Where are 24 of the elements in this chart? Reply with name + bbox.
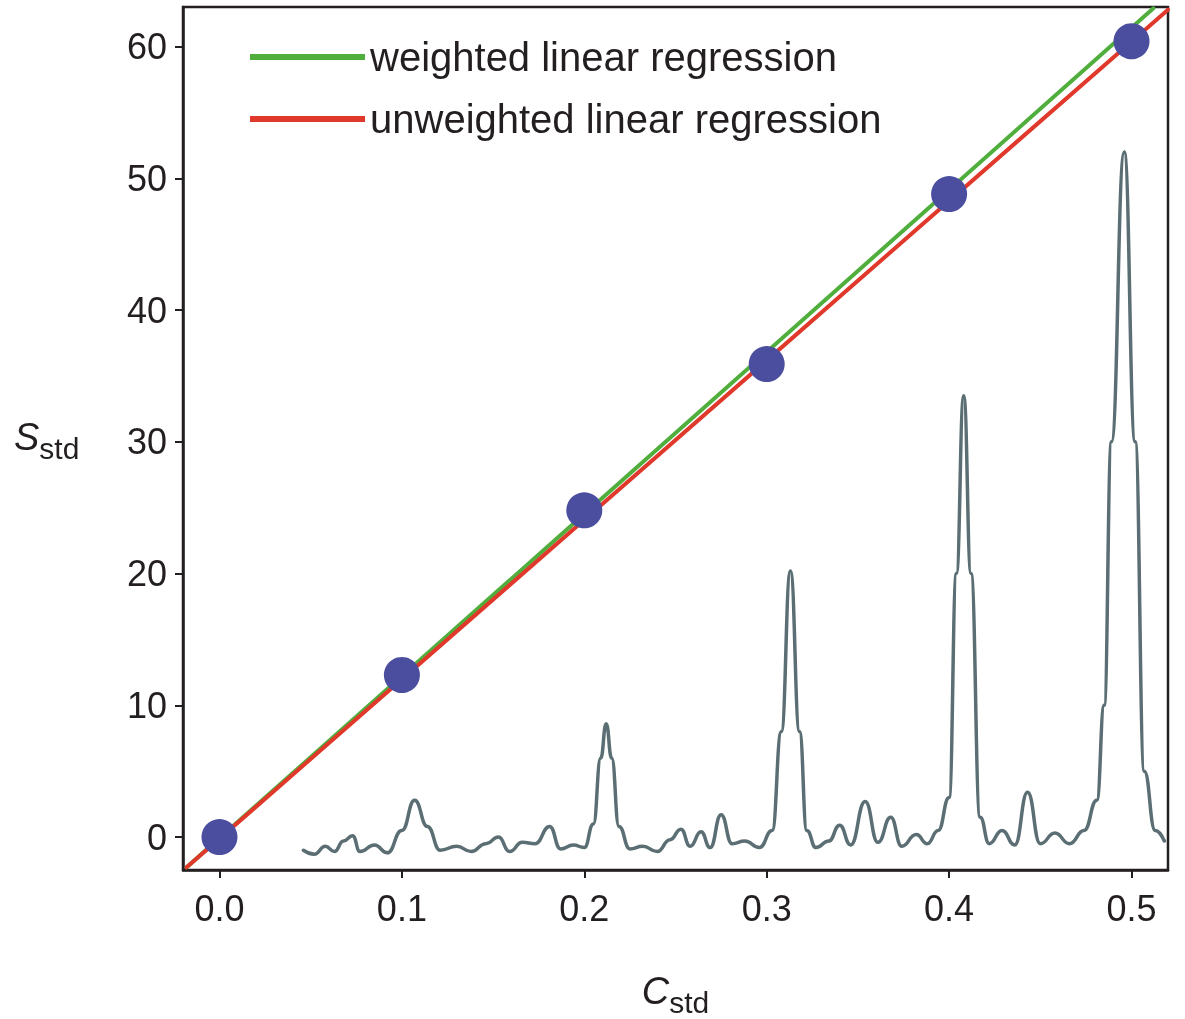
point: [566, 492, 603, 529]
y-tick-label: 50: [126, 157, 167, 199]
y-tick-label: 10: [126, 684, 167, 726]
y-tick-label: 40: [126, 289, 167, 331]
legend-label: unweighted linear regression: [370, 97, 882, 141]
line-series: [301, 150, 1167, 856]
x-tick-label: 0.4: [924, 887, 975, 929]
point: [748, 346, 785, 383]
x-axis-title: C$_{std}$: [640, 970, 711, 1019]
point: [1113, 23, 1150, 60]
y-axis-title: S$_{std}$: [14, 416, 80, 465]
y-tick-label: 60: [126, 26, 167, 68]
point: [383, 657, 420, 693]
point: [201, 819, 238, 856]
x-tick-label: 0.0: [194, 887, 245, 929]
y-tick-label: 30: [126, 421, 167, 463]
legend-label: weighted linear regression: [369, 35, 837, 79]
y-tick-label: 20: [126, 553, 167, 595]
point: [931, 176, 968, 213]
x-tick-label: 0.5: [1106, 887, 1157, 929]
x-tick-label: 0.2: [559, 887, 610, 929]
x-tick-label: 0.3: [741, 887, 792, 929]
x-tick-label: 0.1: [376, 887, 427, 929]
y-tick-label: 0: [146, 816, 167, 858]
